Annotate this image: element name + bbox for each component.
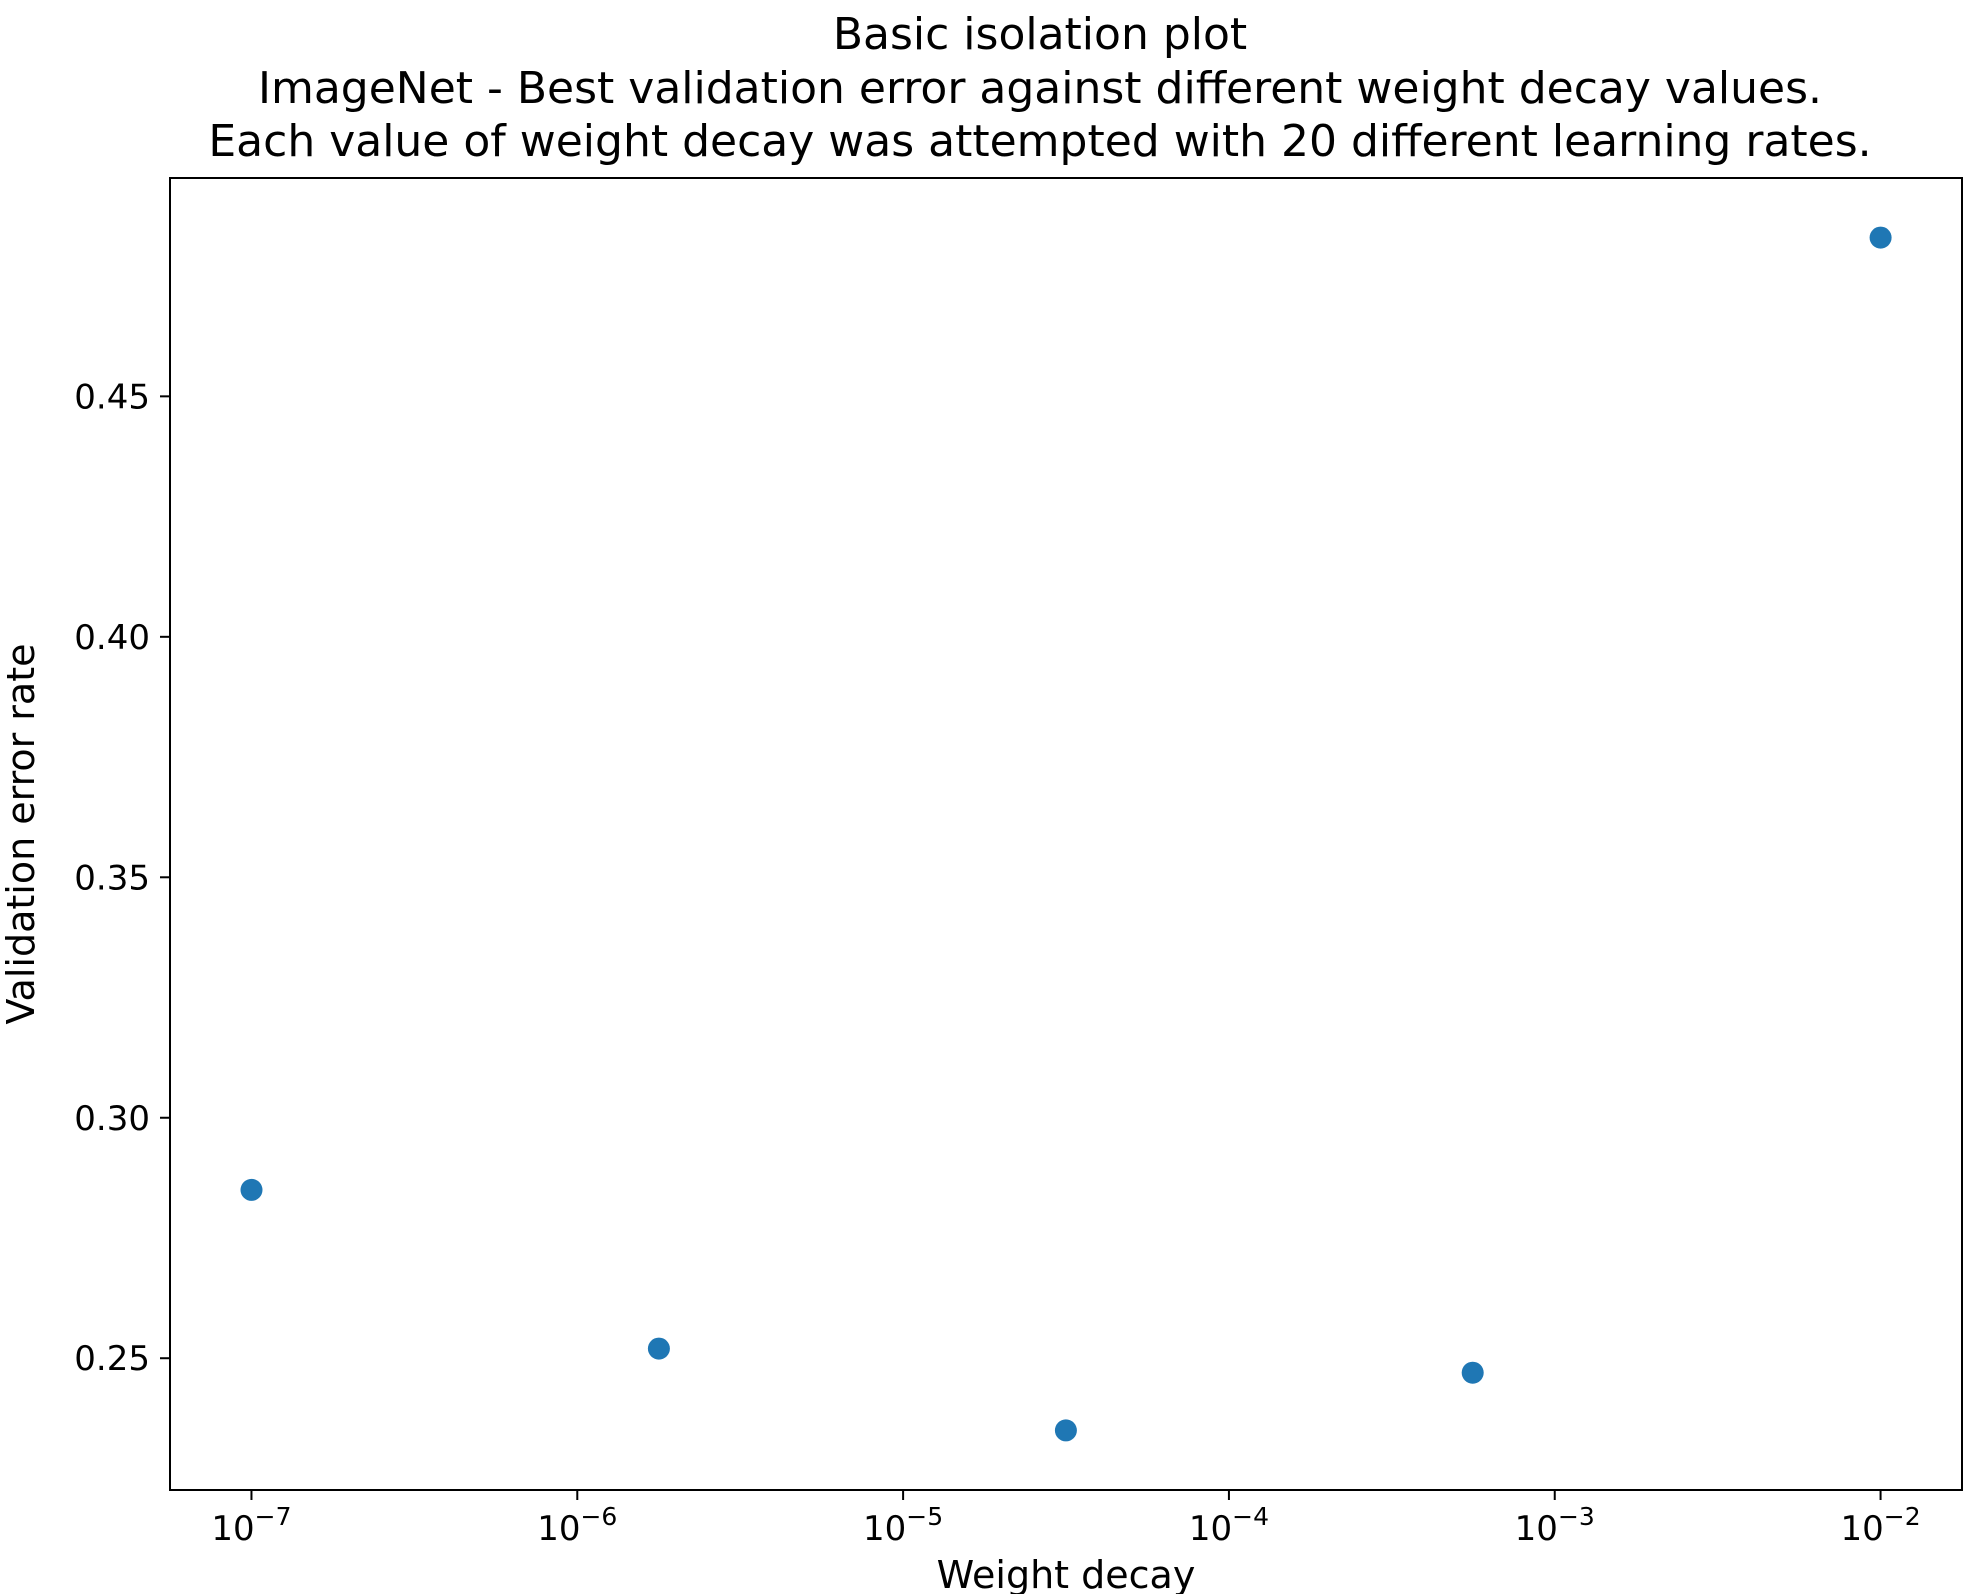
plot-generated-layer: 0.25 0.30 0.35 0.40 0.45 10−7 10−6 10−5 10−4 10−3… bbox=[74, 177, 1963, 1549]
y-tick-label: 0.35 bbox=[74, 858, 150, 898]
chart-title-line-2: ImageNet - Best validation error against… bbox=[257, 62, 1823, 114]
y-tick-label: 0.30 bbox=[74, 1099, 150, 1139]
y-tick-label: 0.45 bbox=[74, 377, 150, 417]
data-point bbox=[1054, 1419, 1077, 1442]
data-point bbox=[647, 1337, 670, 1360]
y-axis-label: Validation error rate bbox=[0, 644, 43, 1025]
y-tick-label: 0.25 bbox=[74, 1339, 150, 1379]
x-tick-label: 10−5 bbox=[863, 1502, 943, 1549]
x-tick-label: 10−4 bbox=[1189, 1502, 1269, 1549]
x-tick-label: 10−3 bbox=[1515, 1502, 1595, 1549]
x-tick-label: 10−2 bbox=[1841, 1502, 1921, 1549]
axes-frame bbox=[169, 177, 1963, 1491]
x-tick-label: 10−7 bbox=[211, 1502, 291, 1549]
chart-title: Basic isolation plot ImageNet - Best val… bbox=[110, 8, 1970, 169]
data-point bbox=[1461, 1361, 1484, 1384]
x-tick-label: 10−6 bbox=[537, 1502, 617, 1549]
y-tick-label: 0.40 bbox=[74, 618, 150, 658]
chart-title-line-1: Basic isolation plot bbox=[832, 9, 1248, 60]
data-point bbox=[240, 1178, 263, 1201]
data-point bbox=[1869, 226, 1892, 249]
x-axis-label: Weight decay bbox=[937, 1553, 1196, 1594]
chart-title-line-3: Each value of weight decay was attempted… bbox=[208, 116, 1872, 168]
